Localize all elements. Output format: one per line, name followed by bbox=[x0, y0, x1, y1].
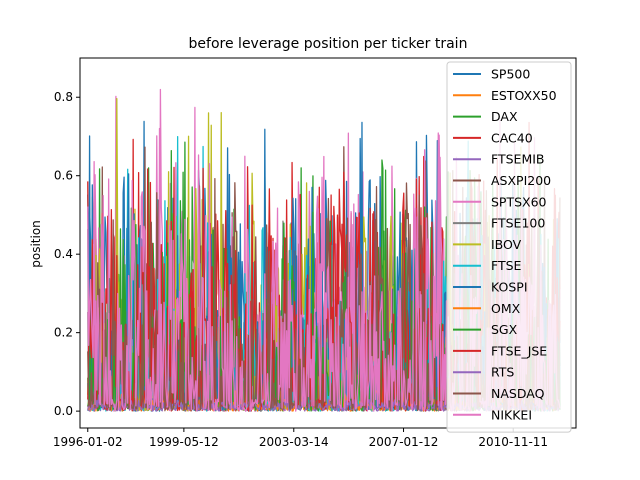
legend-box bbox=[446, 61, 572, 433]
legend-label: FTSE_JSE bbox=[491, 343, 547, 358]
legend-label: SP500 bbox=[491, 67, 530, 82]
x-tick-label: 2003-03-14 bbox=[259, 435, 329, 449]
legend-label: FTSEMIB bbox=[491, 152, 545, 167]
legend-label: ASXPI200 bbox=[491, 173, 551, 188]
legend-label: SPTSX60 bbox=[491, 194, 547, 209]
legend-label: DAX bbox=[491, 109, 518, 124]
plot-frame bbox=[79, 57, 577, 429]
legend-label: KOSPI bbox=[491, 280, 528, 295]
legend-label: ESTOXX50 bbox=[491, 88, 557, 103]
legend-label: IBOV bbox=[491, 237, 522, 252]
x-tick-label: 1996-01-02 bbox=[53, 435, 123, 449]
y-tick-label: 0.8 bbox=[54, 90, 73, 104]
y-axis-label: position bbox=[29, 220, 43, 268]
chart-title: before leverage position per ticker trai… bbox=[189, 36, 468, 52]
y-tick-label: 0.2 bbox=[54, 326, 73, 340]
y-axis: 0.0 0.2 0.4 0.6 0.8 bbox=[54, 90, 80, 418]
legend-label: OMX bbox=[491, 301, 521, 316]
legend-label: CAC40 bbox=[491, 130, 533, 145]
x-tick-label: 2007-01-12 bbox=[369, 435, 439, 449]
legend-label: SGX bbox=[491, 322, 518, 337]
legend-label: FTSE bbox=[491, 258, 522, 273]
x-tick-label: 1999-05-12 bbox=[149, 435, 219, 449]
legend-label: RTS bbox=[491, 365, 514, 380]
legend-label: FTSE100 bbox=[491, 216, 545, 231]
legend-label: NIKKEI bbox=[491, 407, 532, 422]
x-axis: 1996-01-02 1999-05-12 2003-03-14 2007-01-12… bbox=[53, 428, 548, 449]
legend: SP500 ESTOXX50 DAX CAC40 FTSEMIB ASXPI200 SPTS… bbox=[446, 61, 572, 433]
legend-label: NASDAQ bbox=[491, 386, 545, 401]
y-tick-label: 0.6 bbox=[54, 169, 73, 183]
x-tick-label: 2010-11-11 bbox=[478, 435, 548, 449]
y-tick-label: 0.0 bbox=[54, 404, 73, 418]
y-tick-label: 0.4 bbox=[54, 247, 73, 261]
